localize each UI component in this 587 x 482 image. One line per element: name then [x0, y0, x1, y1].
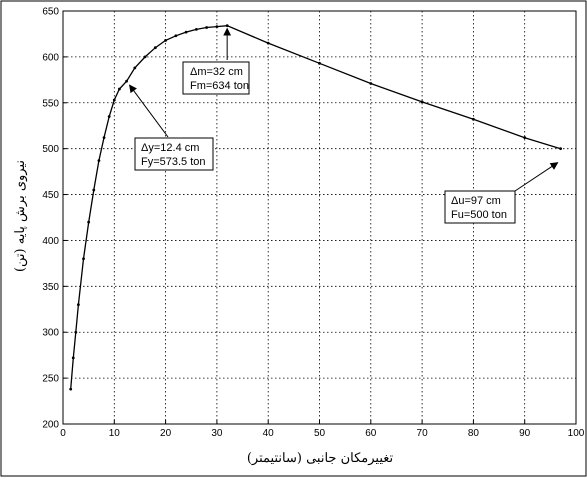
annotation-yield: Δy=12.4 cm Fy=573.5 ton	[129, 84, 214, 171]
data-point	[225, 24, 229, 28]
data-point	[153, 46, 157, 50]
y-tick-label: 600	[42, 52, 59, 63]
y-tick-label: 450	[42, 190, 59, 201]
data-point	[133, 66, 137, 70]
annotation-peak-box	[182, 61, 250, 95]
data-point	[74, 330, 78, 334]
x-tick-label: 80	[468, 428, 480, 439]
y-tick-label: 400	[42, 236, 59, 247]
data-points	[69, 24, 563, 391]
data-point	[69, 387, 73, 391]
y-tick-label: 350	[42, 282, 59, 293]
x-tick-label: 50	[314, 428, 326, 439]
x-tick-label: 90	[519, 428, 531, 439]
y-axis-title: نیروی برش پایه (تن)	[13, 160, 28, 272]
data-point	[87, 220, 91, 224]
data-point	[184, 30, 188, 34]
y-tick-label: 650	[42, 7, 59, 18]
data-point	[369, 82, 373, 85]
data-point	[215, 25, 219, 29]
x-tick-label: 40	[263, 428, 275, 439]
data-point	[76, 303, 80, 307]
data-point	[107, 115, 111, 118]
annotation-peak-line1: Δm=32 cm	[190, 66, 243, 78]
data-point	[205, 26, 209, 29]
data-point	[71, 356, 75, 360]
annotation-ultimate-line2: Fu=500 ton	[451, 209, 507, 221]
x-tick-label: 60	[365, 428, 377, 439]
x-tick-label: 20	[160, 428, 172, 439]
x-axis-ticks: 0 10 20 30 40 50 60 70 80 90 100	[60, 420, 585, 439]
plot-border	[62, 10, 577, 425]
data-point	[82, 257, 85, 261]
x-tick-label: 30	[211, 428, 223, 439]
data-point	[266, 41, 270, 45]
data-point	[472, 117, 475, 121]
y-tick-label: 200	[42, 420, 59, 431]
annotation-peak: Δm=32 cm Fm=634 ton	[182, 27, 250, 95]
data-point	[174, 34, 178, 38]
capacity-curve	[70, 25, 561, 390]
x-tick-label: 70	[417, 428, 429, 439]
annotation-ultimate: Δu=97 cm Fu=500 ton	[444, 162, 559, 224]
annotation-yield-line2: Fy=573.5 ton	[141, 156, 206, 168]
data-point	[194, 27, 198, 31]
annotation-peak-line2: Fm=634 ton	[190, 80, 249, 92]
data-point	[97, 159, 101, 162]
annotation-yield-arrow	[129, 84, 169, 138]
data-point	[102, 136, 106, 140]
y-tick-label: 500	[42, 144, 59, 155]
x-tick-label: 10	[109, 428, 121, 439]
data-point	[523, 136, 527, 140]
x-axis-title: تغییرمکان جانبی (سانتیمتر)	[247, 451, 394, 466]
data-point	[112, 98, 116, 102]
annotation-ultimate-box	[444, 190, 516, 224]
y-tick-label: 250	[42, 374, 59, 385]
data-point	[125, 79, 129, 83]
annotation-ultimate-arrow	[514, 162, 559, 192]
annotation-ultimate-line1: Δu=97 cm	[451, 195, 501, 207]
y-tick-label: 550	[42, 98, 59, 109]
x-tick-label: 0	[60, 428, 66, 439]
data-point	[318, 61, 321, 65]
data-point	[559, 147, 563, 151]
data-point	[143, 55, 147, 59]
data-point	[118, 87, 121, 91]
y-axis-ticks: 200 250 300 350 400 450 500 550 600 650	[42, 7, 67, 431]
data-point	[164, 38, 168, 42]
x-tick-label: 100	[568, 428, 585, 439]
data-point	[92, 188, 96, 192]
annotation-yield-line1: Δy=12.4 cm	[141, 142, 199, 154]
annotation-yield-box	[134, 137, 214, 171]
y-tick-label: 300	[42, 328, 59, 339]
data-point	[420, 100, 424, 104]
